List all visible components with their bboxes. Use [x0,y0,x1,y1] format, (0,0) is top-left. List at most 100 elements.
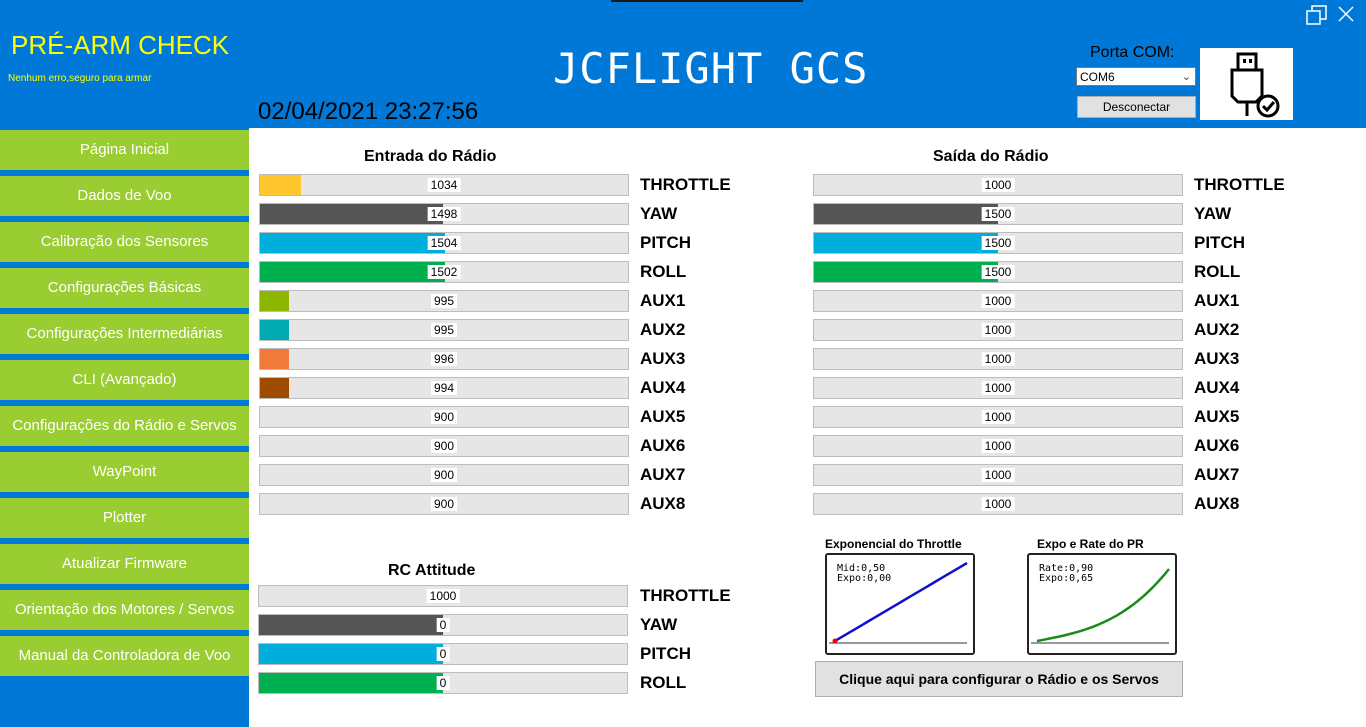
channel-label-aux6: AUX6 [1194,436,1240,455]
channel-label-throttle: THROTTLE [640,175,731,194]
nav-manual-controladora[interactable]: Manual da Controladora de Voo [0,636,249,676]
nav-config-intermediarias[interactable]: Configurações Intermediárias [0,314,249,354]
radio-output-bar-aux3: 1000 [813,348,1183,370]
radio-output-bar-aux4: 1000 [813,377,1183,399]
bar-fill [260,175,302,195]
channel-label-aux3: AUX3 [640,349,686,368]
channel-label-aux7: AUX7 [640,465,686,484]
channel-label-aux4: AUX4 [1194,378,1240,397]
bar-value: 1034 [427,178,461,192]
channel-label-yaw: YAW [640,615,678,634]
radio-output-title: Saída do Rádio [933,148,1049,165]
radio-input-bar-pitch: 1504 [259,232,629,254]
channel-label-pitch: PITCH [1194,233,1245,252]
rc-attitude-bar-throttle: 1000 [258,585,628,607]
nav-plotter[interactable]: Plotter [0,498,249,538]
bar-value: 0 [436,647,450,661]
nav-pagina-inicial[interactable]: Página Inicial [0,130,249,170]
bar-fill [260,233,446,253]
nav-waypoint[interactable]: WayPoint [0,452,249,492]
bar-value: 1000 [981,439,1015,453]
radio-input-bar-throttle: 1034 [259,174,629,196]
channel-label-aux8: AUX8 [640,494,686,513]
channel-label-throttle: THROTTLE [1194,175,1285,194]
bar-fill [260,262,445,282]
bar-value: 1000 [426,589,460,603]
pr-curve-plot: Rate:0,90 Expo:0,65 [1027,553,1177,655]
bar-value: 0 [436,676,450,690]
channel-label-yaw: YAW [1194,204,1232,223]
channel-label-pitch: PITCH [640,233,691,252]
radio-input-title: Entrada do Rádio [364,148,497,165]
nav-calibracao-sensores[interactable]: Calibração dos Sensores [0,222,249,262]
bar-fill [814,233,998,253]
radio-output-bar-throttle: 1000 [813,174,1183,196]
nav-orientacao-motores[interactable]: Orientação dos Motores / Servos [0,590,249,630]
nav-dados-de-voo[interactable]: Dados de Voo [0,176,249,216]
header-bar: PRÉ-ARM CHECK Nenhum erro,seguro para ar… [0,0,1366,128]
rc-attitude-title: RC Attitude [388,562,476,579]
radio-input-bar-aux1: 995 [259,290,629,312]
bar-value: 1000 [981,381,1015,395]
close-window-icon[interactable] [1336,4,1356,24]
channel-label-aux8: AUX8 [1194,494,1240,513]
throttle-curve-plot: Mid:0,50 Expo:0,00 [825,553,975,655]
radio-output-bar-aux6: 1000 [813,435,1183,457]
prearm-check-title: PRÉ-ARM CHECK [11,30,230,60]
channel-label-aux2: AUX2 [640,320,686,339]
bar-value: 1000 [981,323,1015,337]
channel-label-aux7: AUX7 [1194,465,1240,484]
channel-label-roll: ROLL [640,673,687,692]
bar-fill [260,320,290,340]
disconnect-button[interactable]: Desconectar [1077,96,1196,118]
bar-value: 900 [430,439,458,453]
bar-fill [259,673,443,693]
com-port-label: Porta COM: [1090,44,1175,61]
radio-input-bar-aux2: 995 [259,319,629,341]
title-bar-edge [611,0,803,2]
configure-radio-servos-button[interactable]: Clique aqui para configurar o Rádio e os… [815,661,1183,697]
bar-value: 1500 [981,207,1015,221]
rc-attitude-bar-pitch: 0 [258,643,628,665]
channel-label-aux1: AUX1 [1194,291,1240,310]
com-port-select[interactable]: COM6 ⌄ [1076,67,1196,86]
radio-output-bar-aux8: 1000 [813,493,1183,515]
pr-expo-text: Expo:0,65 [1039,573,1093,584]
bar-fill [259,615,443,635]
radio-output-bar-pitch: 1500 [813,232,1183,254]
radio-input-bar-aux3: 996 [259,348,629,370]
usb-connected-icon [1200,48,1293,120]
bar-value: 1504 [427,236,461,250]
rc-attitude-bar-roll: 0 [258,672,628,694]
nav-atualizar-firmware[interactable]: Atualizar Firmware [0,544,249,584]
bar-value: 1000 [981,497,1015,511]
bar-value: 1000 [981,468,1015,482]
radio-output-bar-aux7: 1000 [813,464,1183,486]
bar-fill [814,262,998,282]
app-title: JCFLIGHT GCS [553,44,869,93]
pr-rate-text: Rate:0,90 [1039,563,1093,574]
channel-label-aux5: AUX5 [1194,407,1240,426]
radio-output-bar-aux2: 1000 [813,319,1183,341]
bar-value: 1000 [981,294,1015,308]
bar-value: 1502 [427,265,461,279]
bar-value: 995 [430,323,458,337]
radio-input-bar-roll: 1502 [259,261,629,283]
radio-output-bar-roll: 1500 [813,261,1183,283]
nav-cli-avancado[interactable]: CLI (Avançado) [0,360,249,400]
rc-attitude-bar-yaw: 0 [258,614,628,636]
bar-value: 994 [430,381,458,395]
channel-label-aux6: AUX6 [640,436,686,455]
bar-fill [260,349,290,369]
bar-value: 1500 [981,236,1015,250]
bar-value: 900 [430,497,458,511]
nav-config-basicas[interactable]: Configurações Básicas [0,268,249,308]
bar-fill [814,204,998,224]
restore-window-icon[interactable] [1305,4,1329,26]
radio-input-bar-aux8: 900 [259,493,629,515]
bar-value: 1000 [981,410,1015,424]
throttle-expo-text: Expo:0,00 [837,573,891,584]
bar-fill [259,644,443,664]
nav-config-radio-servos[interactable]: Configurações do Rádio e Servos [0,406,249,446]
com-port-value: COM6 [1080,70,1115,84]
